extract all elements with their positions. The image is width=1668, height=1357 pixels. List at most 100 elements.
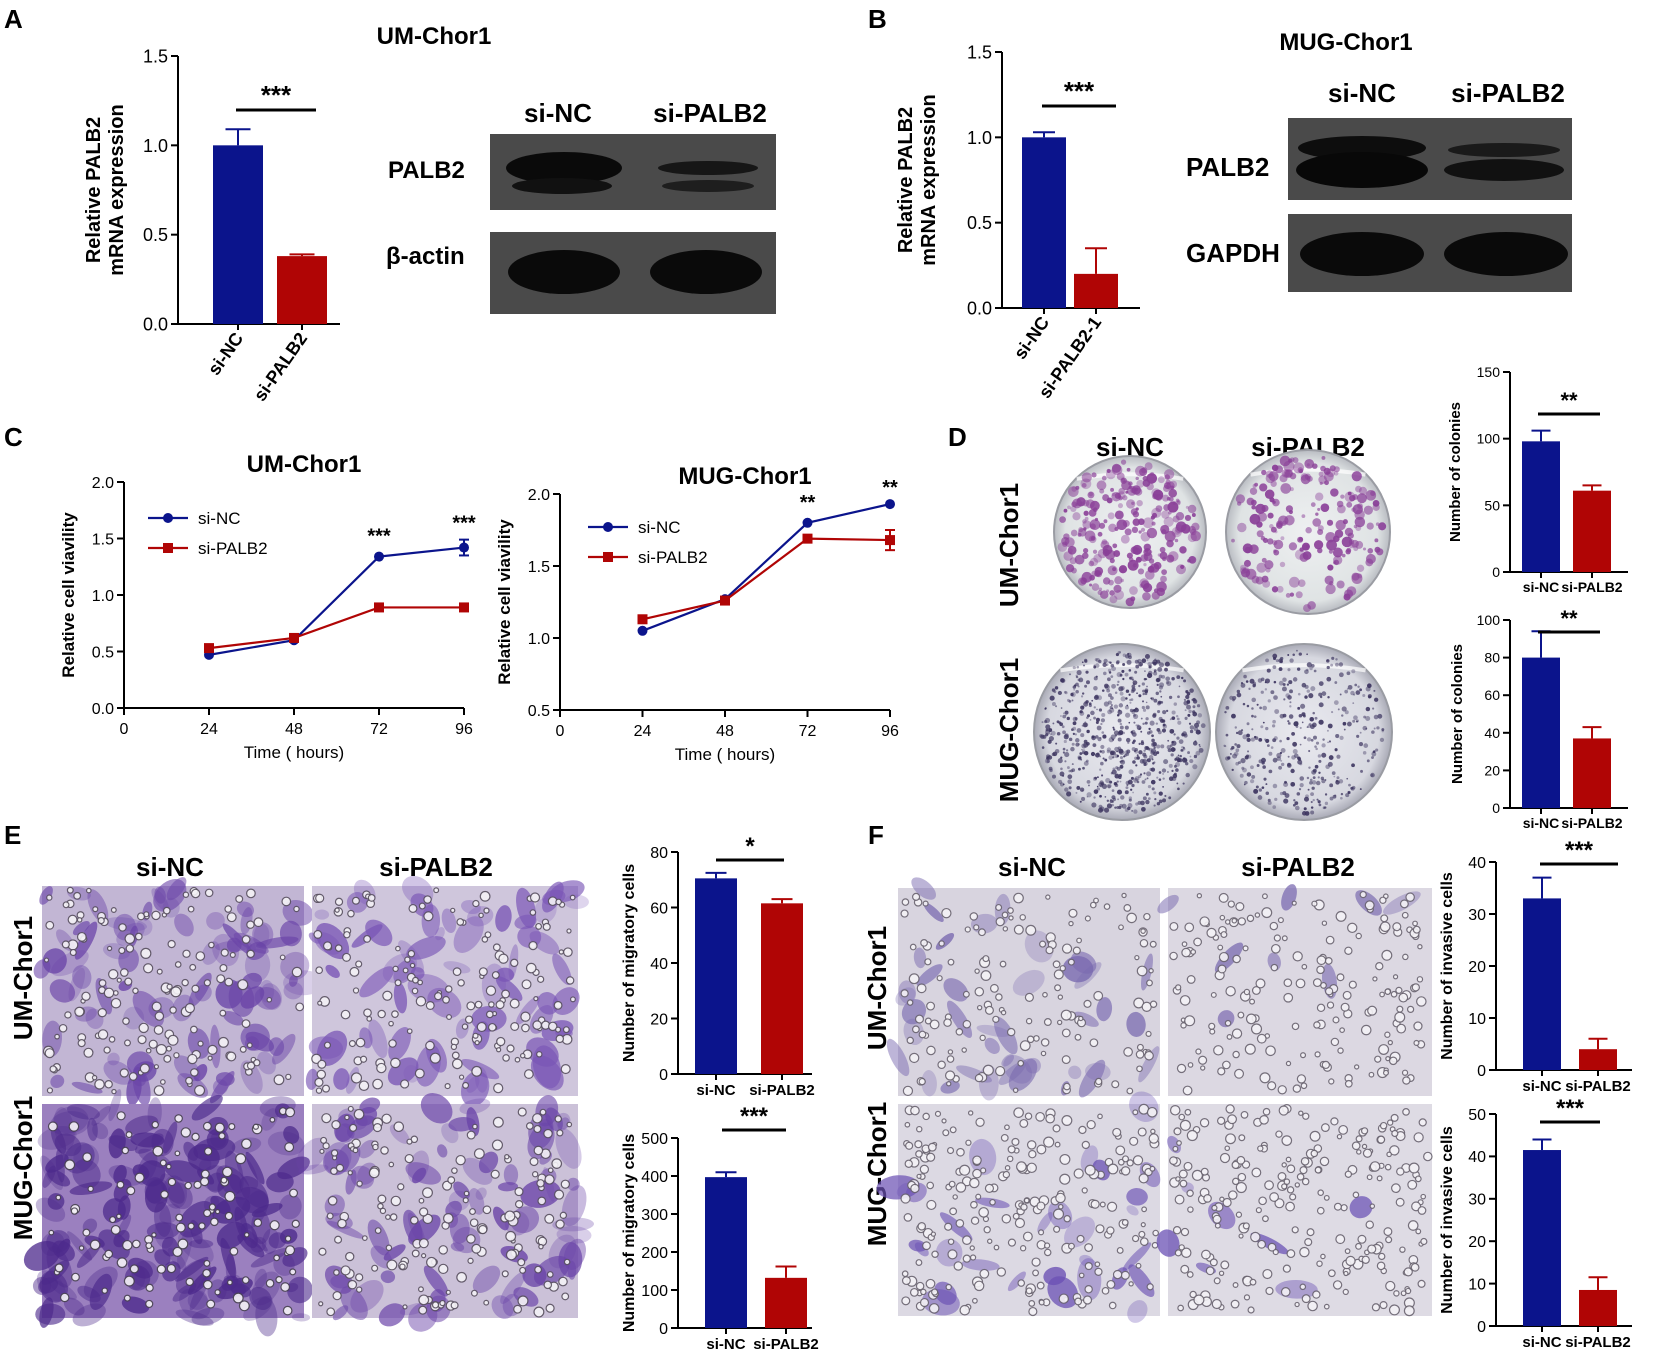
y-tick-label: 0.0 — [143, 314, 168, 334]
colony-dot — [1235, 761, 1239, 766]
colony-dot — [1110, 487, 1115, 492]
colony-dot — [1261, 557, 1267, 563]
colony-dot — [1251, 707, 1254, 710]
stained-cell — [298, 1164, 329, 1175]
pore — [553, 1189, 565, 1200]
colony-dot — [1309, 778, 1313, 782]
pore — [1249, 998, 1256, 1005]
pore — [569, 894, 576, 901]
colony-dot — [1072, 732, 1075, 736]
pore — [1376, 1175, 1383, 1182]
colony-dot — [1128, 798, 1132, 802]
colony-dot — [1135, 664, 1140, 669]
pore — [532, 1020, 542, 1030]
colony-dot — [1181, 748, 1184, 752]
colony-dot — [1116, 789, 1123, 795]
colony-dot — [1162, 777, 1165, 780]
pore — [1172, 1226, 1182, 1235]
colony-dot — [1108, 693, 1112, 698]
y-tick-label: 0.0 — [92, 701, 114, 718]
colony-dot — [1169, 718, 1172, 721]
pore — [1182, 1085, 1193, 1096]
colony-dot — [1242, 702, 1246, 706]
colony-dot — [1308, 722, 1312, 726]
colony-dot — [1120, 534, 1130, 544]
y-axis-label: Number of migratory cells — [621, 864, 638, 1062]
pore — [1214, 1222, 1221, 1229]
colony-dot — [1096, 725, 1102, 731]
colony-dot — [1119, 722, 1123, 726]
colony-dot — [1265, 738, 1270, 743]
pore — [125, 944, 135, 953]
colony-dot — [1119, 749, 1125, 756]
colony-dot — [1175, 768, 1179, 772]
colony-dot — [1276, 520, 1284, 528]
pore — [66, 886, 74, 894]
pore — [175, 1222, 186, 1233]
colony-dot — [1356, 734, 1360, 738]
colony-dot — [1261, 504, 1269, 512]
colony-dot — [1362, 547, 1367, 551]
pore — [517, 1295, 529, 1307]
pore — [1093, 990, 1104, 1001]
pore — [563, 1258, 571, 1266]
colony-dot — [1287, 720, 1290, 723]
pore — [1045, 946, 1054, 955]
pore — [1013, 924, 1024, 935]
colony-dot — [1265, 658, 1269, 663]
pore — [1286, 1186, 1295, 1194]
colony-dot — [1103, 671, 1107, 676]
colony-dot — [1122, 520, 1130, 528]
colony-dot — [1105, 549, 1116, 560]
pore — [1402, 1076, 1411, 1085]
colony-dot — [1250, 779, 1255, 784]
stained-cell — [291, 1313, 311, 1322]
colony-dot — [1199, 745, 1201, 748]
colony-dot — [1267, 538, 1274, 545]
colony-dot — [1049, 733, 1053, 736]
y-tick-label: 100 — [1477, 431, 1501, 447]
colony-dot — [1195, 750, 1201, 756]
pore — [1340, 1204, 1348, 1212]
significance-stars: *** — [261, 80, 292, 110]
data-point — [204, 643, 214, 654]
colony-dot — [1079, 787, 1085, 792]
colony-dot — [1270, 690, 1275, 695]
pore — [916, 983, 927, 994]
colony-dot — [1129, 698, 1132, 702]
colony-dot — [1064, 752, 1070, 758]
colony-dot — [1287, 654, 1290, 656]
colony-dot — [1359, 731, 1362, 734]
pore — [955, 1218, 965, 1228]
colony-dot — [1357, 685, 1360, 688]
colony-dot — [1340, 494, 1345, 499]
pore — [1348, 980, 1357, 989]
colony-dot — [1288, 722, 1290, 725]
colony-dot — [1273, 680, 1277, 684]
pore — [343, 931, 351, 939]
stained-cell — [130, 1132, 165, 1148]
colony-dot — [1150, 697, 1155, 701]
stained-cell — [296, 1137, 328, 1172]
colony-dot — [1091, 583, 1100, 591]
colony-dot — [1321, 743, 1326, 748]
colony-dot — [1282, 713, 1287, 718]
colony-dot — [1086, 779, 1091, 784]
colony-dot — [1101, 731, 1105, 734]
data-point — [374, 602, 384, 613]
colony-dot — [1264, 738, 1267, 741]
colony-dot — [1335, 779, 1339, 783]
pore — [1344, 1079, 1353, 1088]
colony-dot — [1151, 758, 1154, 761]
colony-dot — [1145, 701, 1148, 704]
panel-letter-a: A — [4, 4, 23, 34]
colony-dot — [1102, 734, 1107, 739]
colony-dot — [1067, 545, 1077, 555]
pore — [1379, 921, 1391, 933]
colony-dot — [1336, 754, 1341, 759]
colony-dot — [1306, 737, 1312, 742]
pore — [955, 1182, 967, 1193]
pore — [367, 893, 376, 902]
pore — [1379, 991, 1385, 998]
stained-cell — [947, 1000, 973, 1038]
